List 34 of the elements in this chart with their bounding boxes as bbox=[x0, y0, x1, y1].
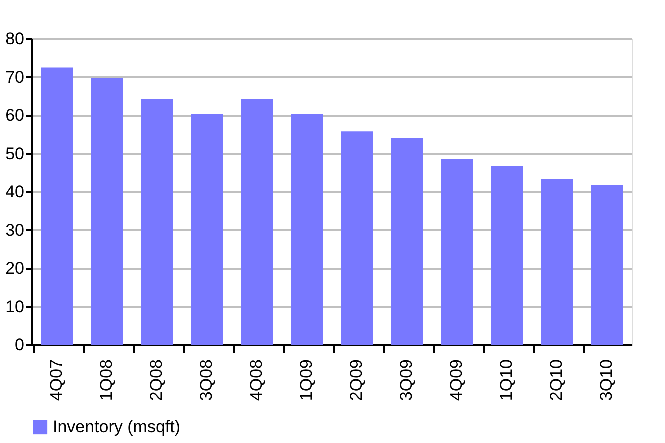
y-tick-label: 30 bbox=[6, 220, 24, 240]
x-tick-label: 3Q08 bbox=[197, 360, 216, 402]
x-tick-label: 4Q07 bbox=[47, 360, 66, 402]
y-tick-label: 20 bbox=[6, 259, 24, 278]
x-tick-label: 4Q09 bbox=[447, 360, 466, 402]
y-tick-label: 70 bbox=[6, 68, 24, 87]
bar bbox=[291, 114, 323, 345]
x-tick-label: 1Q08 bbox=[97, 360, 116, 402]
x-tick-label: 2Q08 bbox=[147, 360, 166, 402]
y-tick-label: 80 bbox=[6, 30, 24, 48]
y-tick-label: 0 bbox=[15, 336, 24, 354]
x-tick-label: 2Q10 bbox=[547, 360, 566, 402]
bar bbox=[191, 114, 223, 345]
bar bbox=[541, 179, 573, 345]
y-tick-label: 40 bbox=[6, 182, 24, 202]
x-tick-label: 3Q09 bbox=[397, 360, 416, 402]
y-tick-label: 10 bbox=[6, 297, 24, 316]
x-tick-label: 3Q10 bbox=[597, 360, 616, 402]
bar bbox=[391, 138, 423, 345]
x-tick-label: 4Q08 bbox=[247, 360, 266, 402]
bar bbox=[591, 186, 623, 345]
x-tick-label: 2Q09 bbox=[347, 360, 366, 402]
bar bbox=[41, 68, 73, 345]
y-tick-label: 60 bbox=[6, 106, 24, 125]
legend-label: Inventory (msqft) bbox=[53, 418, 181, 436]
bar bbox=[241, 99, 273, 345]
y-tick-label: 50 bbox=[6, 144, 24, 164]
bar bbox=[441, 159, 473, 345]
x-tick-label: 1Q09 bbox=[297, 360, 316, 402]
bar bbox=[141, 99, 173, 345]
bar bbox=[341, 132, 373, 345]
bar bbox=[491, 166, 523, 345]
bar bbox=[91, 78, 123, 345]
x-tick-label: 1Q10 bbox=[497, 360, 516, 402]
